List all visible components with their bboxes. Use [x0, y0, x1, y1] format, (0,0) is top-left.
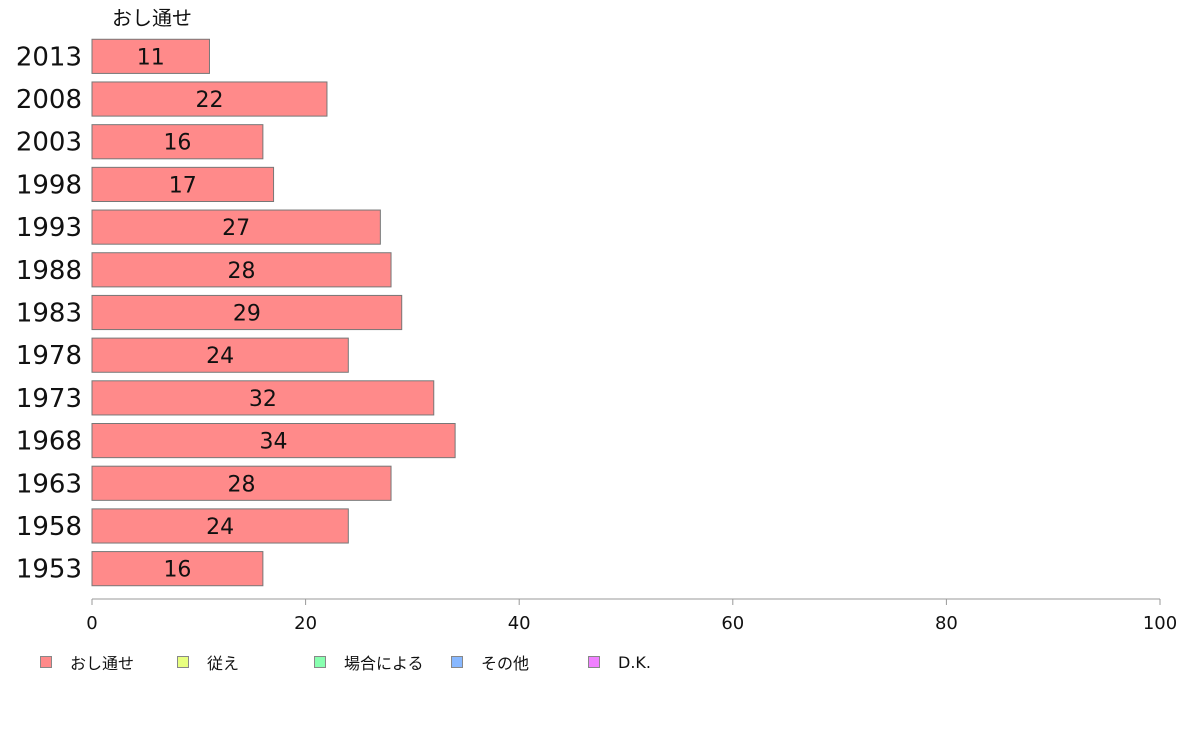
bar-1958: [91, 508, 349, 544]
legend-label-shitagae: 従え: [207, 654, 240, 673]
category-label-1998: 1998: [16, 170, 82, 200]
bar-1973: [91, 380, 435, 416]
series-header: おし通せ: [112, 6, 192, 30]
legend-label-baai: 場合による: [344, 654, 424, 673]
bar-value-label-1973: 32: [249, 387, 277, 412]
category-label-2013: 2013: [16, 42, 82, 72]
bar-value-label-1978: 24: [206, 344, 234, 369]
legend-item-shitagae: 従え: [177, 650, 239, 674]
legend-item-baai: 場合による: [314, 650, 424, 674]
legend-label-oshitose: おし通せ: [70, 654, 135, 673]
bar-1983: [91, 294, 403, 331]
bar-1988: [91, 252, 392, 288]
bar-1953: [91, 551, 264, 587]
bar-1968: [91, 423, 456, 459]
category-label-1988: 1988: [16, 256, 82, 286]
legend-swatch-dk: [588, 656, 600, 668]
category-label-1978: 1978: [16, 341, 82, 371]
bar-value-label-1988: 28: [228, 259, 256, 284]
bar-2008: [91, 81, 328, 117]
x-tick-label-20: 20: [294, 613, 317, 634]
x-axis: 0 20 40 60 80 100: [86, 598, 1177, 634]
legend-swatch-oshitose: [40, 656, 52, 668]
bar-value-label-1958: 24: [206, 515, 234, 540]
x-tick-label-40: 40: [508, 613, 531, 634]
legend-swatch-shitagae: [177, 656, 189, 668]
category-label-1958: 1958: [16, 512, 82, 542]
legend-swatch-sonota: [451, 656, 463, 668]
category-label-1993: 1993: [16, 213, 82, 243]
x-tick-label-60: 60: [721, 613, 744, 634]
x-tick-label-80: 80: [935, 613, 958, 634]
bars-group: 11 2013 22 2008 16 2003 17 1998 27 1993 28 1988 29 19…: [16, 38, 456, 587]
bar-2003: [91, 124, 264, 160]
bar-value-label-1963: 28: [228, 472, 256, 497]
bar-1963: [91, 465, 392, 501]
bar-value-label-2008: 22: [195, 88, 223, 113]
x-tick-label-100: 100: [1143, 613, 1177, 634]
legend-swatch-baai: [314, 656, 326, 668]
bar-2013: [91, 38, 210, 74]
category-label-1983: 1983: [16, 299, 82, 329]
category-label-2008: 2008: [16, 85, 82, 115]
legend-item-oshitose: おし通せ: [40, 650, 134, 674]
bar-1998: [91, 166, 275, 203]
category-label-1963: 1963: [16, 469, 82, 499]
legend-label-dk: D.K.: [618, 652, 651, 672]
bar-1978: [91, 337, 349, 373]
legend: おし通せ 従え 場合による その他 D.K.: [0, 650, 1188, 674]
bar-value-label-2013: 11: [137, 45, 165, 70]
category-label-1973: 1973: [16, 384, 82, 414]
bar-value-label-1968: 34: [260, 430, 288, 455]
category-label-1953: 1953: [16, 555, 82, 585]
bar-chart: おし通せ 11 2013 22 2008 16 2003 17 1998 27 1993 28 198…: [16, 6, 1177, 634]
bar-value-label-1993: 27: [222, 216, 250, 241]
bar-1993: [91, 209, 381, 245]
bar-value-label-2003: 16: [163, 131, 191, 156]
legend-label-sonota: その他: [481, 654, 530, 673]
legend-item-sonota: その他: [451, 650, 529, 674]
category-label-2003: 2003: [16, 128, 82, 158]
bar-value-label-1983: 29: [233, 302, 261, 327]
legend-item-dk: D.K.: [588, 650, 651, 674]
x-tick-label-0: 0: [86, 613, 97, 634]
bar-value-label-1953: 16: [163, 558, 191, 583]
bar-value-label-1998: 17: [169, 173, 197, 198]
category-label-1968: 1968: [16, 427, 82, 457]
